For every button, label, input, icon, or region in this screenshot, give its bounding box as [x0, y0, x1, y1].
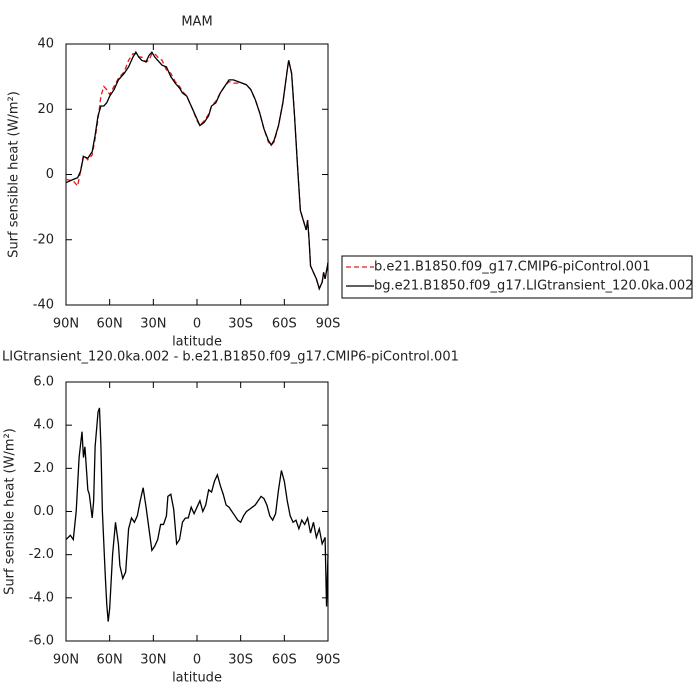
- x-tick-label: 90N: [53, 653, 79, 668]
- plot-frame: [65, 43, 329, 306]
- x-tick-label: 0: [193, 653, 201, 668]
- x-tick-label: 90S: [316, 653, 341, 668]
- x-tick-label: 30S: [228, 653, 253, 668]
- x-axis-label: latitude: [172, 671, 222, 686]
- x-tick-label: 60N: [97, 653, 123, 668]
- y-tick-label: 0: [46, 167, 54, 182]
- x-tick-label: 60S: [272, 653, 297, 668]
- x-tick-label: 60N: [97, 317, 123, 332]
- y-tick-label: -40: [33, 298, 54, 313]
- y-tick-label: -2.0: [29, 547, 54, 562]
- y-tick-label: 4.0: [33, 418, 54, 433]
- y-axis-label: Surf sensible heat (W/m²): [7, 91, 22, 258]
- x-tick-label: 30N: [140, 653, 166, 668]
- y-tick-label: 40: [37, 37, 54, 52]
- y-tick-label: 6.0: [33, 375, 54, 390]
- y-tick-label: 2.0: [33, 461, 54, 476]
- y-tick-label: -6.0: [29, 634, 54, 649]
- y-axis-label: Surf sensible heat (W/m²): [3, 428, 18, 595]
- y-tick-label: 0.0: [33, 504, 54, 519]
- x-tick-label: 90S: [316, 317, 341, 332]
- y-tick-label: 20: [37, 102, 54, 117]
- legend-label: b.e21.B1850.f09_g17.CMIP6-piControl.001: [374, 260, 650, 275]
- legend-box: [341, 255, 693, 299]
- x-tick-label: 30N: [140, 317, 166, 332]
- y-tick-label: -4.0: [29, 590, 54, 605]
- series-line: [65, 50, 329, 291]
- x-tick-label: 0: [193, 317, 201, 332]
- x-axis-label: latitude: [172, 335, 222, 350]
- x-tick-label: 30S: [228, 317, 253, 332]
- series-line: [65, 53, 329, 291]
- chart-title: LIGtransient_120.0ka.002 - b.e21.B1850.f…: [2, 350, 459, 365]
- series-line: [65, 407, 329, 622]
- x-tick-label: 60S: [272, 317, 297, 332]
- x-tick-label: 90N: [53, 317, 79, 332]
- chart-title: MAM: [181, 15, 212, 30]
- y-tick-label: -20: [33, 232, 54, 247]
- legend-label: bg.e21.B1850.f09_g17.LIGtransient_120.0k…: [374, 279, 693, 294]
